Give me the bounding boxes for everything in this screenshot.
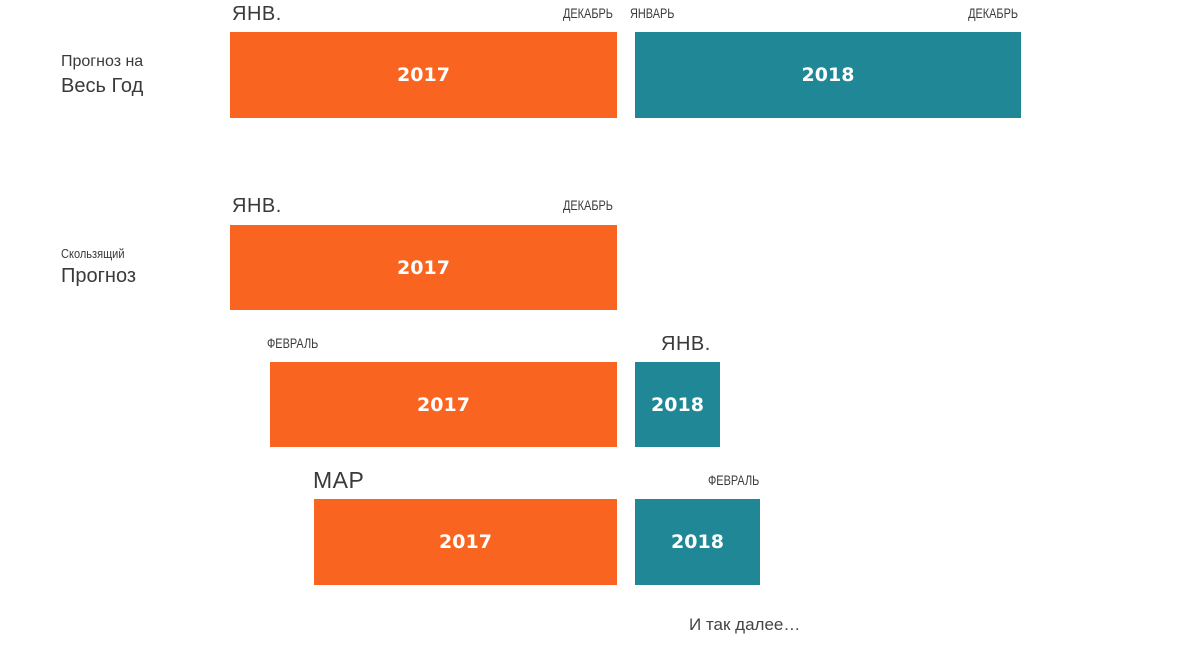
annual-2017-start-month: ЯНВ. <box>232 3 282 25</box>
annual-2017-end-month: ДЕКАБРЬ <box>563 5 613 21</box>
annual-label-line2: Весь Год <box>61 75 144 97</box>
annual-2018-end-month: ДЕКАБРЬ <box>968 5 1018 21</box>
rolling-step3-2017-start-month: МАР <box>313 467 365 493</box>
rolling-forecast-label: Скользящий Прогноз <box>61 246 136 289</box>
rolling-step2-bar-2018: 2018 <box>635 362 720 447</box>
rolling-step2-bar-2017-year: 2017 <box>417 393 470 416</box>
annual-bar-2017: 2017 <box>230 32 617 118</box>
rolling-step3-2018-end-month: ФЕВРАЛЬ <box>708 472 760 488</box>
rolling-step3-bar-2018: 2018 <box>635 499 760 585</box>
rolling-step2-2018-end-month: ЯНВ. <box>661 333 711 355</box>
rolling-step1-2017-start-month: ЯНВ. <box>232 195 282 217</box>
rolling-step3-bar-2018-year: 2018 <box>671 531 724 553</box>
annual-bar-2017-year: 2017 <box>397 64 450 86</box>
rolling-step2-2017-start-month: ФЕВРАЛЬ <box>267 335 319 351</box>
and-so-on-note: И так далее… <box>689 615 801 634</box>
rolling-step1-bar-2017-year: 2017 <box>397 256 450 279</box>
rolling-step2-bar-2018-year: 2018 <box>651 393 704 416</box>
annual-2018-start-month: ЯНВАРЬ <box>630 5 675 21</box>
rolling-label-line1: Скользящий <box>61 246 125 261</box>
annual-bar-2018: 2018 <box>635 32 1021 118</box>
annual-bar-2018-year: 2018 <box>801 64 855 86</box>
rolling-step3-bar-2017: 2017 <box>314 499 617 585</box>
annual-label-line1: Прогноз на <box>61 53 144 70</box>
rolling-step3-bar-2017-year: 2017 <box>439 531 492 553</box>
rolling-label-line2: Прогноз <box>61 265 137 288</box>
annual-forecast-label: Прогноз на Весь Год <box>61 52 143 99</box>
rolling-step1-2017-end-month: ДЕКАБРЬ <box>563 197 613 213</box>
rolling-step2-bar-2017: 2017 <box>270 362 617 447</box>
rolling-step1-bar-2017: 2017 <box>230 225 617 310</box>
